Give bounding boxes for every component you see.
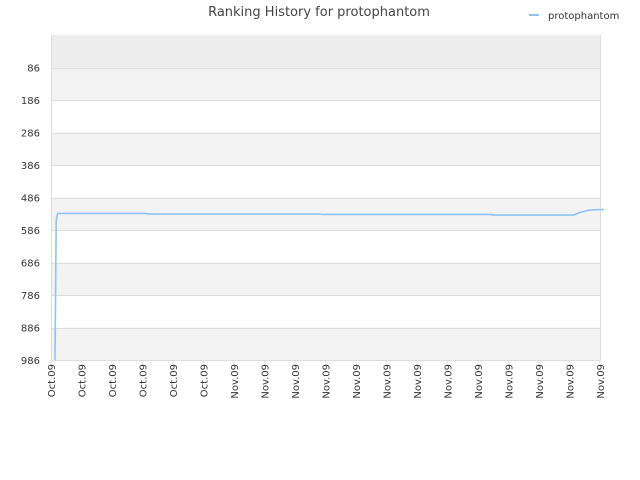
chart-title: Ranking History for protophantom xyxy=(208,5,430,20)
x-tick-labels: Oct.09 Oct.09 Oct.09 Oct.09 Oct.09 Oct.09 Nov.… xyxy=(47,360,607,399)
series-line-protophantom xyxy=(54,208,604,361)
x-tick-label: Nov.09 xyxy=(444,364,455,399)
y-tick-label: 786 xyxy=(21,291,40,302)
background-band xyxy=(51,67,600,100)
x-tick-label: Oct.09 xyxy=(200,364,211,397)
x-tick-label: Nov.09 xyxy=(566,364,577,399)
x-tick-label: Nov.09 xyxy=(322,364,333,399)
x-tick-label: Nov.09 xyxy=(505,364,516,399)
x-tick-label: Oct.09 xyxy=(169,364,180,397)
y-tick-label: 686 xyxy=(21,259,40,270)
x-tick-label: Nov.09 xyxy=(261,364,272,399)
legend: protophantom xyxy=(529,11,619,22)
y-tick-labels: 86 186 286 386 486 586 686 786 886 986 xyxy=(21,64,40,368)
x-tick-label: Oct.09 xyxy=(78,364,89,397)
y-tick-label: 386 xyxy=(21,161,40,172)
x-tick-label: Oct.09 xyxy=(47,364,58,397)
legend-label: protophantom xyxy=(548,11,619,22)
y-tick-label: 586 xyxy=(21,226,40,237)
x-tick-label: Nov.09 xyxy=(383,364,394,399)
y-tick-label: 286 xyxy=(21,129,40,140)
background-band xyxy=(51,327,600,360)
x-tick-label: Nov.09 xyxy=(230,364,241,399)
x-tick-label: Nov.09 xyxy=(291,364,302,399)
series-lines xyxy=(54,208,604,361)
x-tick-label: Oct.09 xyxy=(139,364,150,397)
x-tick-label: Oct.09 xyxy=(108,364,119,397)
x-tick-label: Nov.09 xyxy=(413,364,424,399)
y-tick-label: 986 xyxy=(21,356,40,367)
background-band xyxy=(51,132,600,165)
x-tick-label: Nov.09 xyxy=(474,364,485,399)
y-tick-label: 86 xyxy=(27,64,40,75)
background-band xyxy=(51,262,600,295)
y-tick-label: 886 xyxy=(21,324,40,335)
x-tick-label: Nov.09 xyxy=(535,364,546,399)
y-tick-label: 486 xyxy=(21,194,40,205)
x-tick-label: Nov.09 xyxy=(352,364,363,399)
y-tick-label: 186 xyxy=(21,96,40,107)
background-bands xyxy=(51,35,600,360)
background-band xyxy=(51,35,600,68)
x-tick-label: Nov.09 xyxy=(596,364,607,399)
